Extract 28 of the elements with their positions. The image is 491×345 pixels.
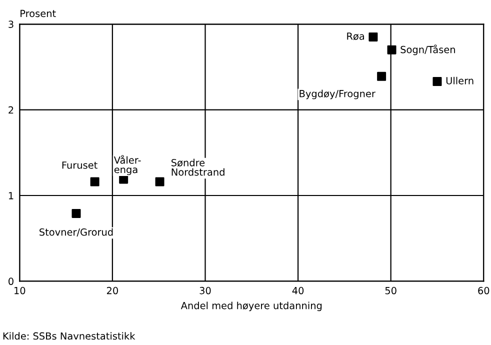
x-tick-label: 30 bbox=[200, 286, 211, 294]
point bbox=[368, 32, 378, 42]
x-tick-label: 50 bbox=[385, 286, 396, 294]
annotation: Furuset bbox=[62, 162, 98, 169]
annotation: Våler- enga bbox=[114, 155, 141, 176]
text: Kilde: SSBs Navnestatistikk bbox=[3, 332, 136, 340]
y-tick-label: 1 bbox=[8, 192, 14, 200]
annotation: Ullern bbox=[446, 76, 474, 84]
point bbox=[432, 77, 442, 86]
point bbox=[72, 208, 81, 218]
annotation: Søndre Nordstrand bbox=[172, 158, 224, 176]
y-tick-label: 3 bbox=[8, 20, 14, 28]
annotation: Røa bbox=[347, 32, 364, 40]
x-tick-label: 10 bbox=[14, 286, 26, 294]
x-tick-label: 60 bbox=[478, 286, 490, 294]
y-tick-label: 0 bbox=[8, 278, 14, 286]
annotation: Bygdøy/Frogner bbox=[300, 90, 376, 100]
point bbox=[377, 72, 386, 81]
x-tick-label: 40 bbox=[292, 286, 304, 294]
y-axis-title: Prosent bbox=[20, 10, 56, 18]
annotation: Sogn/Tåsen bbox=[400, 44, 455, 56]
annotation: Stovner/Grorud bbox=[40, 228, 113, 237]
point bbox=[90, 177, 100, 186]
x-axis-title: Andel med høyere utdanning bbox=[180, 302, 322, 312]
y-tick-label: 2 bbox=[8, 106, 14, 114]
point bbox=[387, 45, 396, 54]
x-tick-label: 20 bbox=[106, 286, 118, 294]
point bbox=[155, 177, 164, 186]
